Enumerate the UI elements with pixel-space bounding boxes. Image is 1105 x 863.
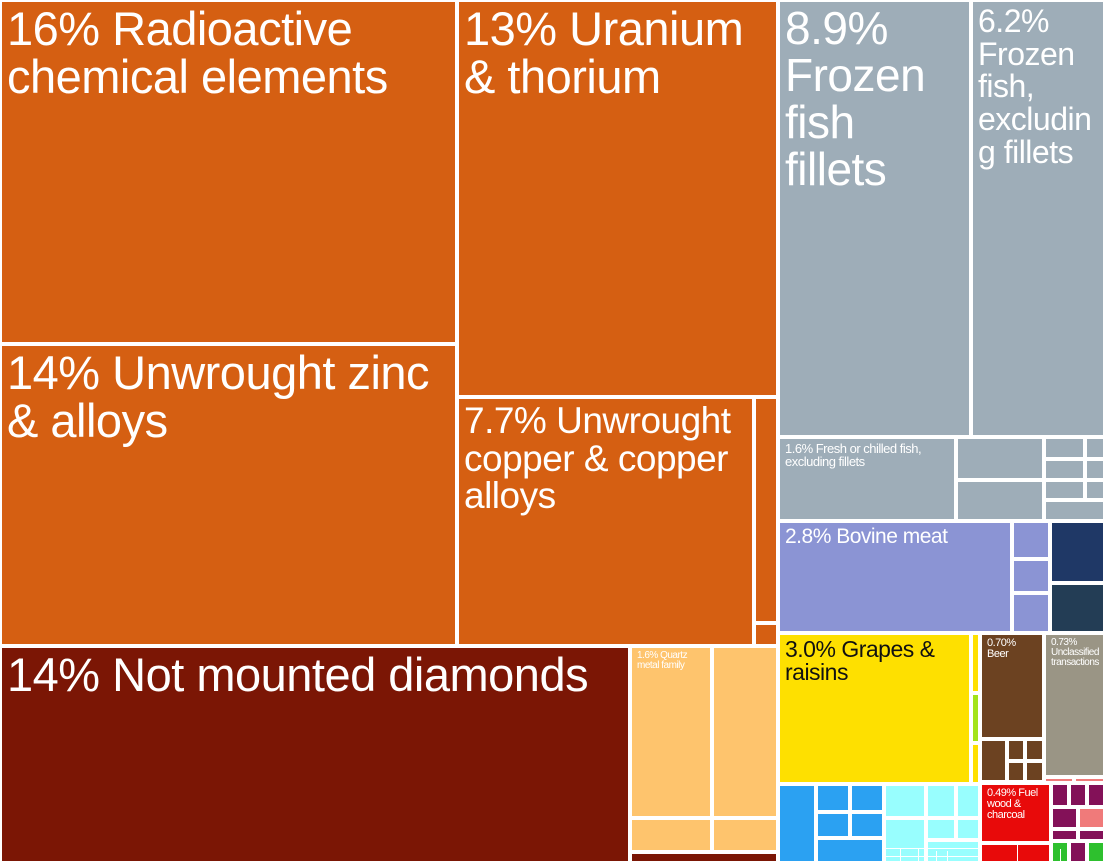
tile-subdivision <box>947 851 948 863</box>
tile-subdivision <box>1060 849 1061 863</box>
treemap-tile-small <box>1078 807 1105 829</box>
treemap-tile-small <box>754 623 778 646</box>
treemap-tile-small <box>1007 761 1025 782</box>
tile-subdivision <box>1017 842 1018 863</box>
treemap-tile: 0.73% Unclassified transactions <box>1044 633 1105 777</box>
treemap-tile-small <box>816 784 850 812</box>
treemap-tile-small <box>1085 459 1105 480</box>
treemap-tile-small <box>956 818 980 840</box>
treemap-tile-small <box>1050 583 1105 633</box>
tile-subdivision <box>884 856 980 857</box>
treemap-tile-small <box>1012 593 1050 633</box>
treemap-tile-small <box>1007 739 1025 761</box>
tile-label: 14% Not mounted diamonds <box>7 648 589 701</box>
tile-subdivision <box>918 848 919 863</box>
treemap-tile-small <box>884 818 926 863</box>
treemap-tile-small <box>1044 777 1074 783</box>
tile-label: 13% Uranium & thorium <box>464 2 744 103</box>
tile-label: 1.6% Fresh or chilled fish, excluding fi… <box>785 441 922 470</box>
treemap-tile-small <box>1012 521 1050 559</box>
treemap-tile: 7.7% Unwrought copper & copper alloys <box>457 397 754 646</box>
treemap-tile-small <box>778 784 816 863</box>
treemap-tile-small <box>1087 841 1105 863</box>
treemap-tile-small <box>1069 841 1087 863</box>
treemap-tile-small <box>1050 521 1105 583</box>
treemap-tile-small <box>1025 739 1044 761</box>
treemap-tile-small <box>630 818 712 852</box>
treemap-tile-small <box>816 838 884 863</box>
treemap-tile: 3.0% Grapes & raisins <box>778 633 971 784</box>
treemap-tile-small <box>1087 783 1105 807</box>
tile-label: 1.6% Quartz metal family <box>637 650 688 672</box>
treemap-tile-small <box>926 840 980 863</box>
treemap-tile-small <box>956 437 1044 480</box>
treemap-tile-small <box>816 812 850 838</box>
treemap-tile-small <box>1044 480 1085 500</box>
treemap-tile: 2.8% Bovine meat <box>778 521 1012 633</box>
treemap-tile: 13% Uranium & thorium <box>457 0 778 397</box>
tile-label: 8.9% Frozen fish fillets <box>785 2 926 195</box>
tile-label: 3.0% Grapes & raisins <box>785 636 935 686</box>
treemap-tile-small <box>1044 459 1085 480</box>
treemap-tile: 14% Unwrought zinc & alloys <box>0 344 457 646</box>
tile-label: 16% Radioactive chemical elements <box>7 2 388 103</box>
treemap-tile-small <box>971 743 980 784</box>
treemap-tile: 14% Not mounted diamonds <box>0 646 630 863</box>
treemap-tile: 6.2% Frozen fish, excluding fillets <box>971 0 1105 437</box>
treemap-tile-small <box>712 818 778 852</box>
tile-label: 14% Unwrought zinc & alloys <box>7 346 430 447</box>
treemap-tile-small <box>712 646 778 818</box>
tile-label: 0.49% Fuel wood & charcoal <box>987 787 1038 822</box>
tile-subdivision <box>884 848 980 849</box>
treemap-tile-small <box>956 784 980 818</box>
treemap-tile-small <box>1044 437 1085 459</box>
treemap-tile-small <box>956 480 1044 521</box>
treemap-tile-small <box>926 818 956 840</box>
treemap-tile: 8.9% Frozen fish fillets <box>778 0 971 437</box>
treemap-tile-small <box>1078 829 1105 841</box>
treemap-tile-small <box>1044 500 1105 521</box>
treemap-tile-small <box>1051 783 1069 807</box>
tile-label: 0.73% Unclassified transactions <box>1051 637 1099 669</box>
tile-label: 0.70% Beer <box>987 637 1016 661</box>
treemap-tile-small <box>754 397 778 623</box>
treemap-tile-small <box>1074 777 1105 783</box>
treemap-tile-small <box>1085 480 1105 500</box>
treemap-tile-small <box>926 784 956 818</box>
treemap-tile-small <box>1051 829 1078 841</box>
treemap-tile: 16% Radioactive chemical elements <box>0 0 457 344</box>
treemap-tile-small <box>1025 761 1044 782</box>
treemap-tile-small <box>884 784 926 818</box>
treemap-tile-small <box>1012 559 1050 593</box>
treemap-tile-small <box>980 739 1007 782</box>
treemap-tile-small <box>971 633 980 693</box>
treemap-tile-small <box>850 812 884 838</box>
tile-label: 2.8% Bovine meat <box>785 525 948 548</box>
treemap-tile-small <box>980 843 1051 863</box>
treemap-tile-small <box>630 852 778 863</box>
tile-label: 7.7% Unwrought copper & copper alloys <box>464 400 731 517</box>
tile-subdivision <box>936 851 937 863</box>
tile-label: 6.2% Frozen fish, excluding fillets <box>978 3 1092 170</box>
tile-subdivision <box>900 848 901 863</box>
treemap-tile: 0.70% Beer <box>980 633 1044 739</box>
treemap-tile-small <box>1051 807 1078 829</box>
treemap-tile: 1.6% Quartz metal family <box>630 646 712 818</box>
treemap-tile-small <box>850 784 884 812</box>
treemap-tile-small <box>1085 437 1105 459</box>
treemap-tile-small <box>971 693 980 743</box>
treemap-tile: 0.49% Fuel wood & charcoal <box>980 783 1051 843</box>
treemap-tile-small <box>1069 783 1087 807</box>
treemap-tile: 1.6% Fresh or chilled fish, excluding fi… <box>778 437 956 521</box>
